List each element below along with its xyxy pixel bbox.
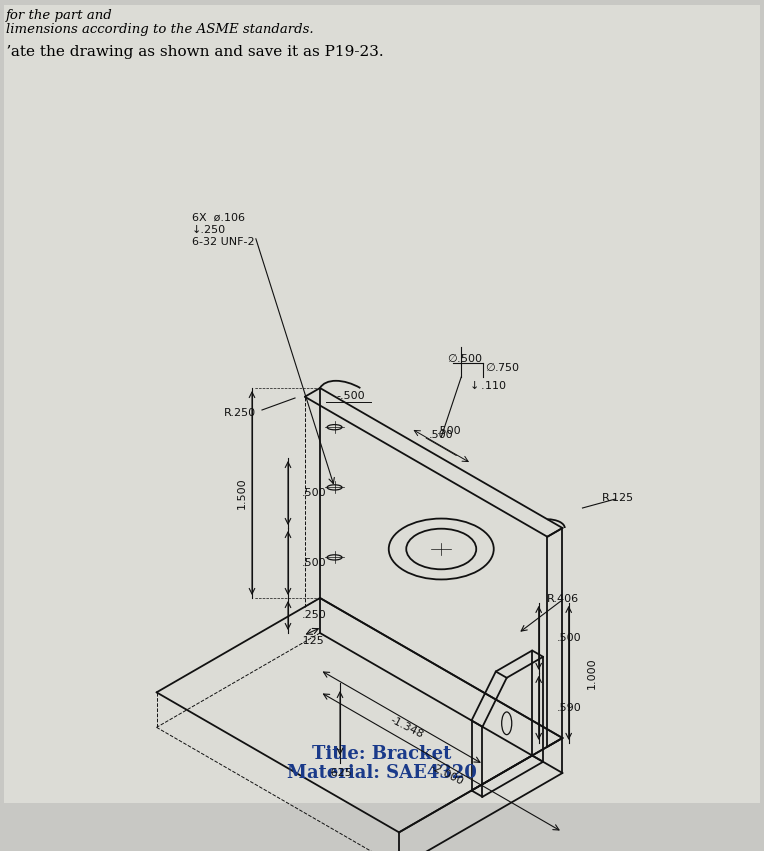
Text: limensions according to the ASME standards.: limensions according to the ASME standar… — [6, 23, 314, 36]
Text: .500: .500 — [437, 426, 461, 436]
Text: for the part and: for the part and — [6, 9, 113, 22]
Text: R.125: R.125 — [601, 493, 633, 503]
Text: Material: SAE4320: Material: SAE4320 — [287, 764, 477, 782]
Text: Title: Bracket: Title: Bracket — [312, 745, 452, 763]
Text: .125: .125 — [300, 637, 325, 647]
Text: .500: .500 — [302, 558, 327, 568]
Text: 6-32 UNF-2: 6-32 UNF-2 — [192, 237, 254, 247]
Text: 1.000: 1.000 — [587, 657, 597, 688]
Text: .500: .500 — [557, 633, 581, 643]
Text: $\varnothing$.500: $\varnothing$.500 — [447, 352, 483, 364]
Text: -1.348: -1.348 — [388, 715, 425, 740]
Text: .500: .500 — [302, 488, 327, 498]
Text: $\varnothing$.750: $\varnothing$.750 — [485, 361, 520, 373]
Text: .500: .500 — [429, 430, 454, 440]
Text: -.500: -.500 — [336, 391, 365, 401]
Text: ↓.250: ↓.250 — [192, 225, 226, 235]
Text: 1.500: 1.500 — [237, 477, 247, 509]
Text: .250: .250 — [302, 610, 327, 620]
Text: R.406: R.406 — [547, 593, 579, 603]
Text: 6X  ø.106: 6X ø.106 — [192, 213, 245, 223]
Text: $\downarrow$.110: $\downarrow$.110 — [468, 379, 507, 391]
Text: .590: .590 — [557, 703, 581, 713]
Text: .625: .625 — [328, 768, 352, 778]
Text: ʼate the drawing as shown and save it as P19-23.: ʼate the drawing as shown and save it as… — [6, 45, 384, 59]
Text: -2.000: -2.000 — [428, 762, 465, 786]
Text: R.250: R.250 — [224, 408, 256, 418]
